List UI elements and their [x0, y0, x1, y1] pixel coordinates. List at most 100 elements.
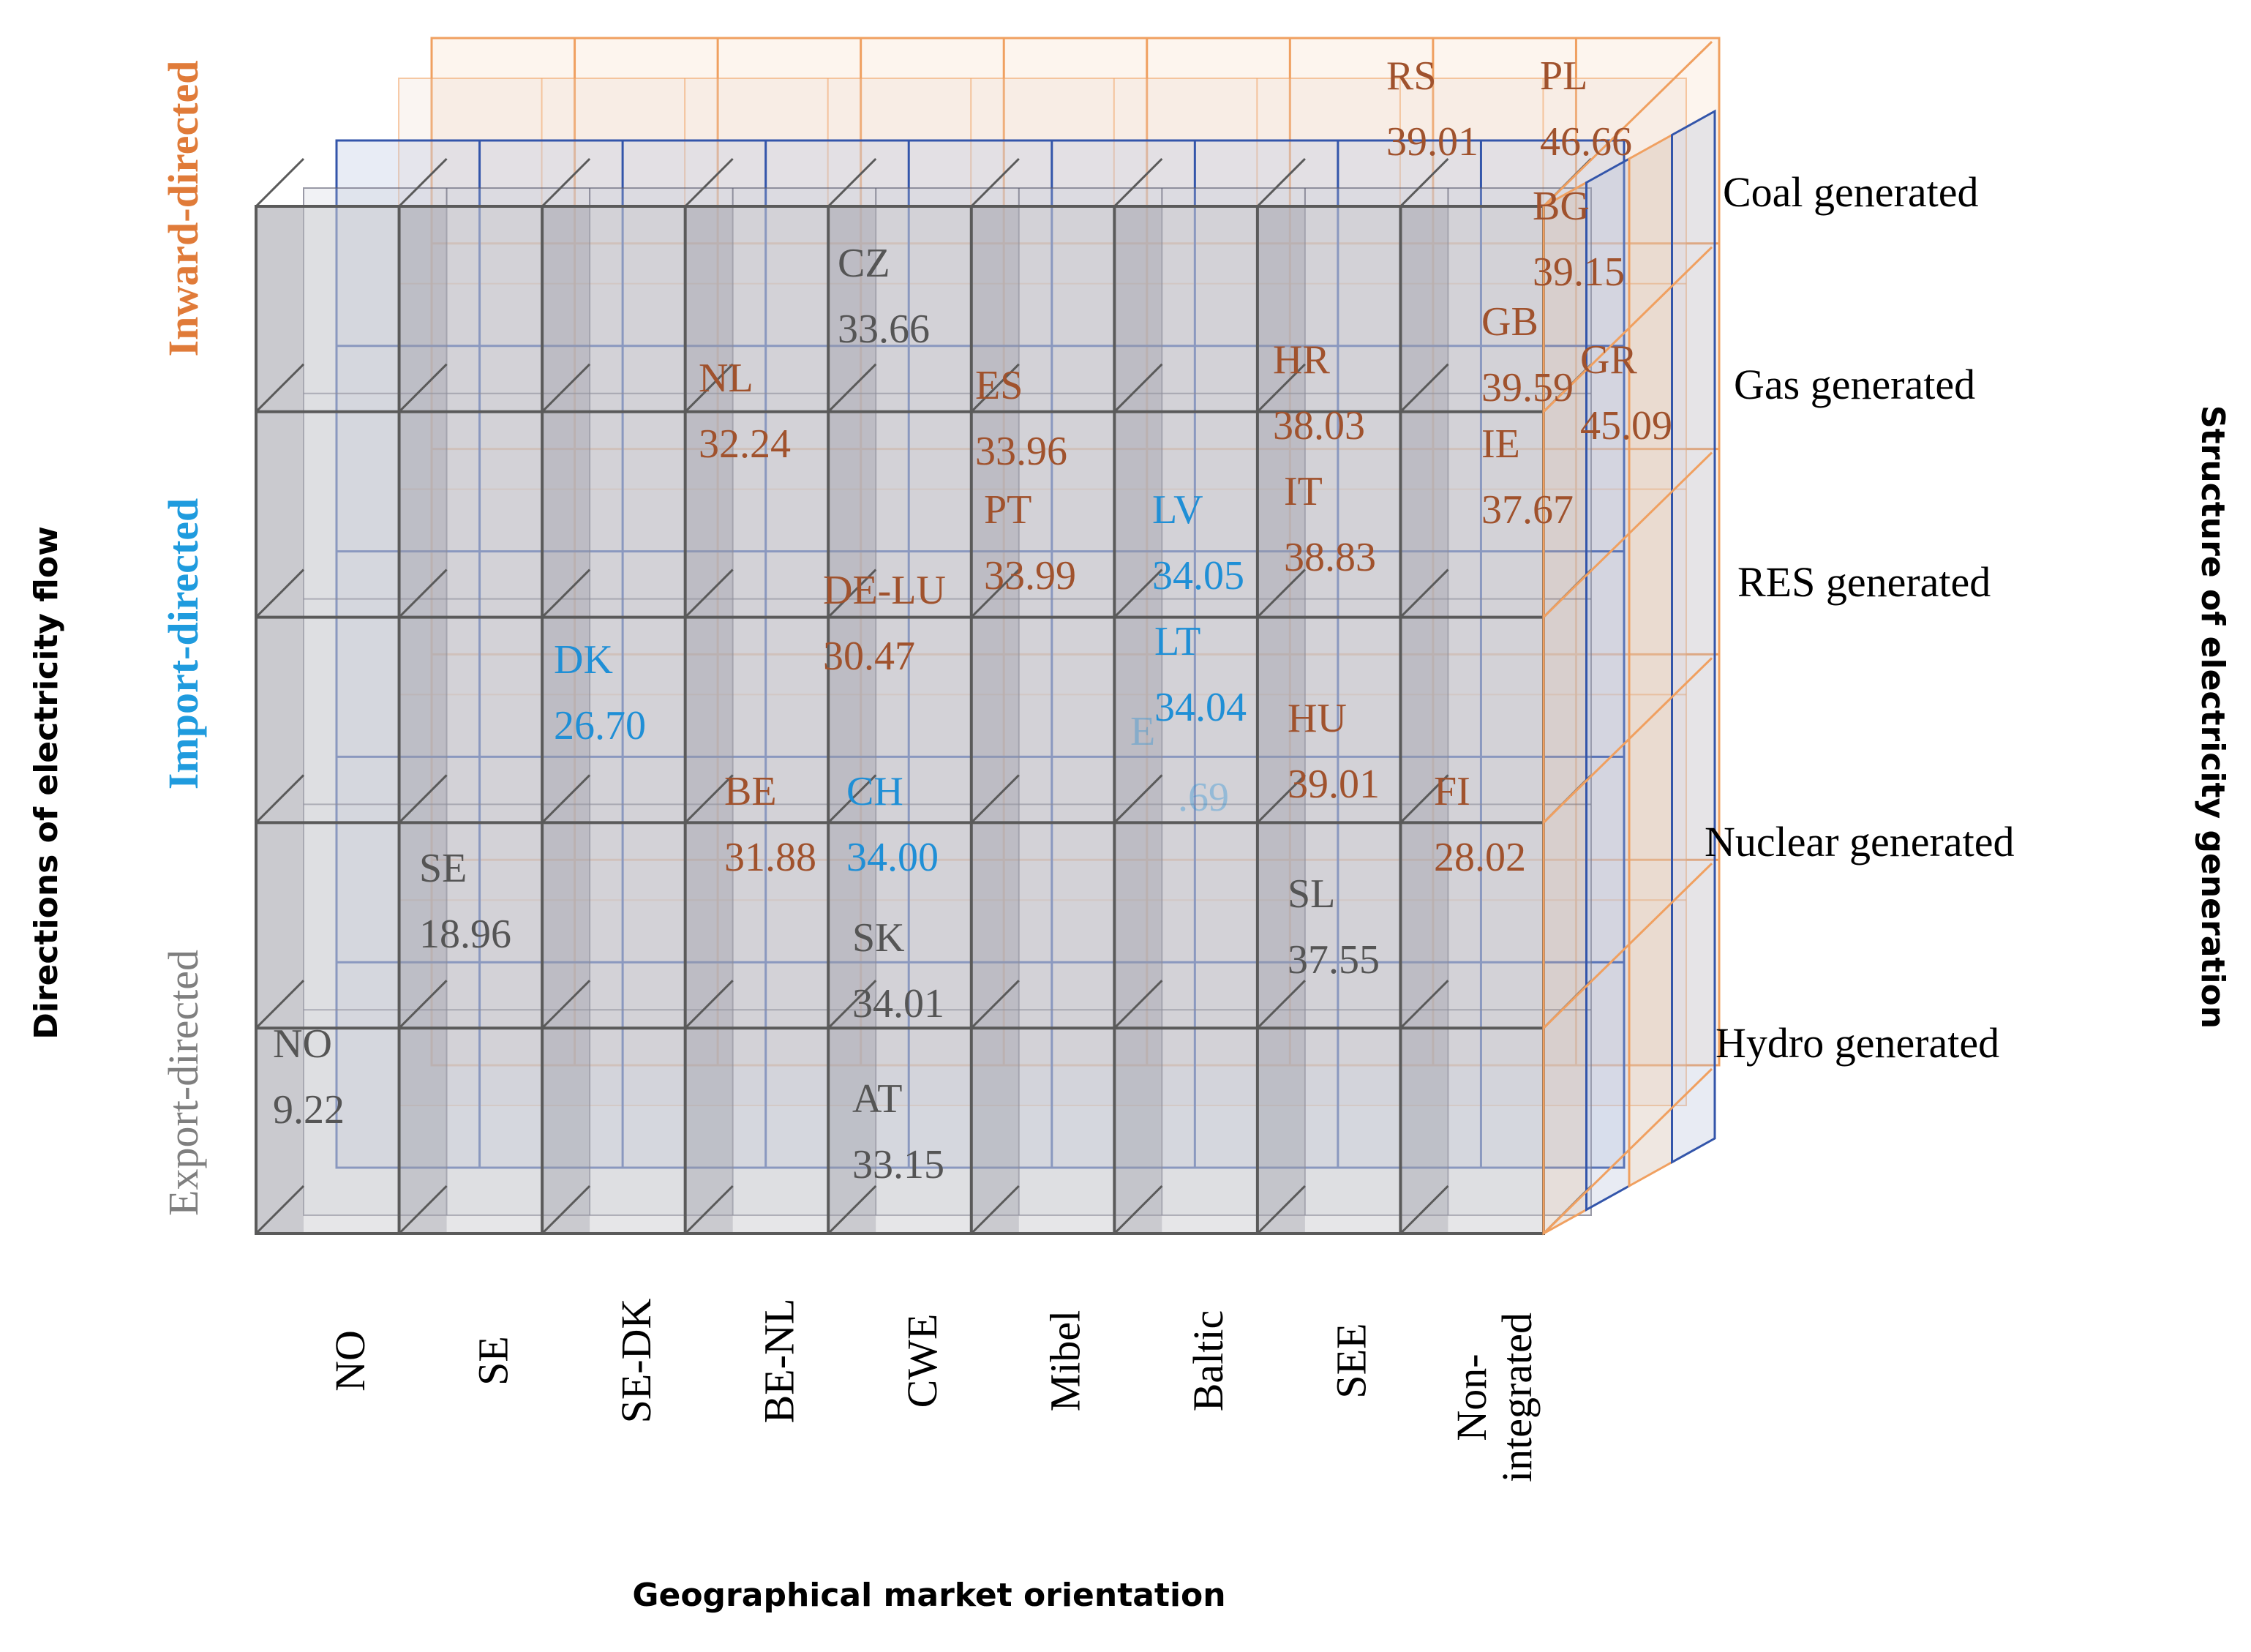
country-code: RS: [1386, 53, 1437, 99]
front-column-strip: [828, 206, 876, 1234]
cube-edge: [1113, 980, 1163, 1029]
market-label: SEE: [1328, 1323, 1375, 1398]
country-code: NO: [273, 1021, 332, 1067]
market-label: Mibel: [1042, 1310, 1089, 1412]
side-face: [1585, 157, 1631, 1212]
cube-edge: [1113, 363, 1163, 413]
cube-edge: [1399, 363, 1449, 413]
cube-edge: [255, 363, 305, 413]
country-value: 33.66: [838, 307, 930, 352]
cube-edge: [398, 568, 448, 618]
country-code: LV: [1152, 487, 1203, 533]
country-value: 18.96: [419, 912, 511, 957]
country-value: 9.22: [273, 1087, 345, 1133]
front-column-strip: [971, 206, 1019, 1234]
country-value: 34.00: [846, 835, 939, 880]
country-code: HU: [1288, 696, 1347, 741]
market-label: Non-: [1448, 1353, 1495, 1441]
country-value: 33.99: [984, 553, 1076, 598]
country-value: 38.83: [1284, 535, 1376, 580]
middle-grid-layer: [303, 139, 1626, 1216]
country-code: ES: [975, 363, 1023, 408]
country-value: 39.59: [1481, 365, 1574, 410]
country-code: FI: [1434, 769, 1470, 814]
country-code: DE-LU: [823, 568, 946, 613]
country-code: BE: [724, 769, 777, 814]
country-value: 39.01: [1288, 762, 1380, 807]
country-code: CH: [846, 769, 903, 814]
country-code: SL: [1288, 871, 1335, 917]
cube-edge: [970, 157, 1020, 208]
cube-edge: [827, 774, 877, 824]
cube-edge: [1399, 1184, 1449, 1235]
front-fill: [256, 206, 1544, 1234]
cube-edge: [398, 774, 448, 824]
cube-edge: [1256, 980, 1306, 1029]
cube-edge: [970, 1184, 1020, 1235]
flow-label-import: Import-directed: [159, 498, 207, 789]
cube-edge: [255, 157, 305, 208]
country-code: BG: [1533, 184, 1590, 229]
cube-edge: [827, 568, 877, 618]
cube-edge: [684, 1184, 734, 1235]
front-column-strip: [399, 206, 447, 1234]
country-value: 37.67: [1481, 487, 1574, 533]
cube-edge: [970, 980, 1020, 1029]
cube-edge: [827, 980, 877, 1029]
country-value: 34.05: [1152, 553, 1244, 598]
cube-edge: [827, 1184, 877, 1235]
country-value: 28.02: [1434, 835, 1526, 880]
cube-edge: [398, 157, 448, 208]
cube-edge: [1113, 774, 1163, 824]
cube-edge: [1256, 363, 1306, 413]
side-diagonal: [1542, 246, 1713, 413]
front-column-strip: [1257, 206, 1305, 1234]
country-code: NL: [699, 356, 754, 401]
country-value: 33.96: [975, 429, 1067, 474]
cube-edge: [1399, 980, 1449, 1029]
gen-label-nuclear: Nuclear generated: [1705, 818, 2014, 866]
cube-edge: [684, 980, 734, 1029]
country-value: 45.09: [1580, 403, 1672, 448]
side-diagonal: [1542, 863, 1713, 1029]
cube-edge: [541, 568, 591, 618]
cube-edge: [541, 363, 591, 413]
gen-label-hydro: Hydro generated: [1716, 1019, 1999, 1067]
cube-edge: [541, 980, 591, 1029]
side-faces: [1542, 40, 1716, 1236]
side-face: [1671, 109, 1716, 1165]
cube-edge: [1256, 1184, 1306, 1235]
cube-edge: [541, 774, 591, 824]
country-code: IT: [1284, 469, 1323, 514]
z-axis-title: Structure of electricity generation: [2194, 405, 2231, 1029]
gen-label-coal: Coal generated: [1723, 168, 1978, 216]
mid-frame: [335, 139, 1626, 1169]
country-code: AT: [852, 1076, 902, 1122]
market-label: SE-DK: [612, 1299, 660, 1424]
front-column-strip: [1400, 206, 1448, 1234]
cube-edge: [1113, 157, 1163, 208]
cube-edge: [684, 774, 734, 824]
front-column-strip: [256, 206, 304, 1234]
side-diagonal: [1542, 451, 1713, 618]
cube-edge: [255, 980, 305, 1029]
cube-edge: [255, 774, 305, 824]
cube-edge: [970, 568, 1020, 618]
country-value: 33.15: [852, 1142, 944, 1187]
cube-edge: [398, 363, 448, 413]
cube-edge: [1113, 1184, 1163, 1235]
side-diagonal: [1542, 657, 1713, 824]
cube-edge: [541, 1184, 591, 1235]
market-label: CWE: [898, 1314, 946, 1408]
country-value: 34.04: [1154, 685, 1247, 730]
cube-edge: [541, 157, 591, 208]
country-code: IE: [1481, 421, 1520, 467]
market-label: SE: [469, 1336, 516, 1386]
country-value: 30.47: [823, 634, 915, 679]
country-code: LT: [1154, 619, 1200, 664]
country-code: PT: [984, 487, 1031, 533]
country-code: PL: [1540, 53, 1587, 99]
country-code: DK: [554, 637, 613, 683]
front-grid-layer: [255, 157, 1593, 1235]
